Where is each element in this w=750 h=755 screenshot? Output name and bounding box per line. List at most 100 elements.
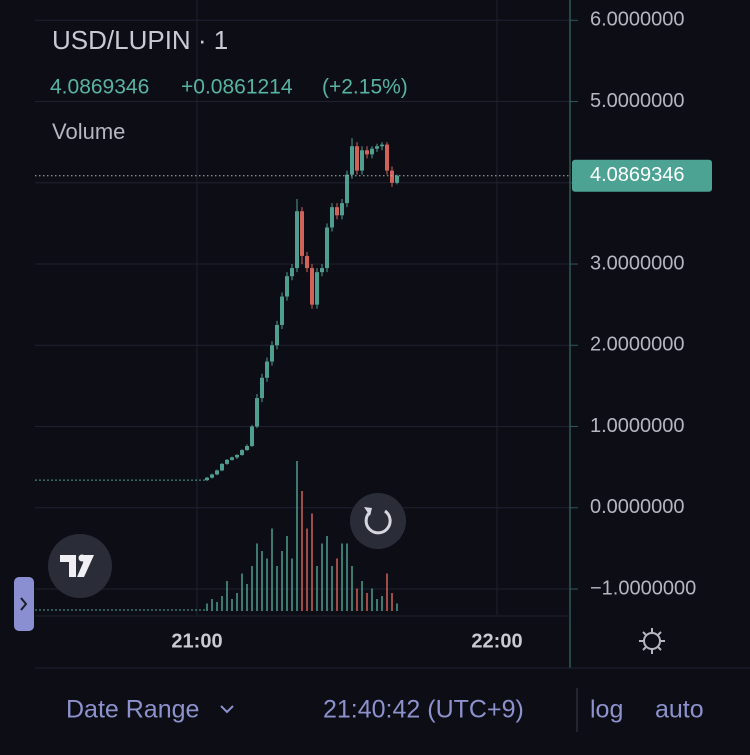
- date-range[interactable]: Date Range: [66, 696, 199, 724]
- volume-bar: [356, 588, 358, 611]
- candle-body: [310, 268, 314, 305]
- volume-bar: [226, 581, 228, 611]
- candle-body: [330, 207, 334, 228]
- symbol-title: USD/LUPIN · 1: [52, 25, 228, 55]
- last-price: 4.0869346: [50, 76, 149, 99]
- volume-bar: [376, 599, 378, 611]
- volume-bar: [386, 573, 388, 611]
- change-pct: (+2.15%): [322, 76, 408, 99]
- candle-body: [345, 174, 349, 204]
- candle-body: [210, 474, 214, 478]
- reset-button[interactable]: [350, 493, 406, 549]
- x-tick-label: 21:00: [171, 630, 222, 652]
- volume-bar: [271, 528, 273, 611]
- volume-bar: [361, 581, 363, 611]
- volume-bar: [256, 543, 258, 611]
- volume-bar: [246, 584, 248, 611]
- volume-bar: [286, 536, 288, 611]
- candle-body: [235, 454, 239, 458]
- auto-toggle[interactable]: auto: [655, 696, 704, 724]
- candle-body: [365, 150, 369, 155]
- side-tab-chevron: [20, 597, 28, 611]
- clock: 21:40:42 (UTC+9): [323, 696, 524, 724]
- candle-body: [240, 450, 244, 455]
- candle-body: [295, 211, 299, 269]
- volume-bar: [346, 543, 348, 611]
- volume-bar: [251, 566, 253, 611]
- volume-bar: [371, 588, 373, 611]
- volume-bar: [266, 558, 268, 611]
- date-range-chevron[interactable]: [220, 705, 234, 714]
- change: +0.0861214: [181, 76, 293, 99]
- logo: [48, 534, 112, 598]
- reset-icon: [364, 509, 392, 535]
- candle-body: [270, 345, 274, 362]
- candle-body: [380, 144, 384, 147]
- reset-bg[interactable]: [350, 493, 406, 549]
- candle-body: [265, 361, 269, 378]
- gear-teeth: [639, 628, 665, 654]
- y-tick-label: 5.0000000: [590, 90, 685, 112]
- candle-body: [255, 398, 259, 427]
- candle-body: [360, 150, 364, 171]
- volume-bar: [306, 528, 308, 611]
- volume-bar: [261, 551, 263, 611]
- candle-body: [320, 268, 324, 273]
- candle-body: [350, 146, 354, 175]
- volume-bar: [281, 551, 283, 611]
- volume-bar: [311, 513, 313, 611]
- volume-bar: [236, 593, 238, 611]
- volume-bar: [326, 536, 328, 611]
- volume-bar: [396, 603, 398, 611]
- log-toggle[interactable]: log: [590, 696, 623, 724]
- y-tick-label: 3.0000000: [590, 252, 685, 274]
- candle-body: [205, 477, 209, 481]
- candle-body: [280, 296, 284, 325]
- volume-bar: [231, 599, 233, 611]
- volume-label: Volume: [52, 119, 125, 144]
- candle-body: [230, 457, 234, 460]
- last-price-label: 4.0869346: [590, 164, 685, 186]
- volume-bar: [301, 491, 303, 611]
- volume-bar: [341, 543, 343, 611]
- candle-body: [385, 144, 389, 171]
- candle-body: [395, 175, 399, 183]
- reset-arrow: [364, 507, 372, 516]
- candle-body: [275, 324, 279, 346]
- last-price-box: [572, 159, 712, 192]
- candle-body: [285, 276, 289, 297]
- candle-body: [220, 463, 224, 471]
- y-tick-label: 0.0000000: [590, 496, 685, 518]
- volume-bar: [321, 543, 323, 611]
- volume-bar: [291, 558, 293, 611]
- volume-bar: [276, 566, 278, 611]
- volume-bar: [391, 593, 393, 611]
- x-tick-label: 22:00: [471, 630, 522, 652]
- volume-bar: [216, 602, 218, 611]
- volume-bar: [241, 573, 243, 611]
- volume-bar: [381, 596, 383, 611]
- candle-body: [340, 203, 344, 216]
- settings[interactable]: [639, 628, 665, 654]
- candle-body: [215, 470, 219, 475]
- candle-body: [375, 146, 379, 149]
- volume-bar: [336, 558, 338, 611]
- volume-bar: [331, 566, 333, 611]
- candle-body: [305, 255, 309, 269]
- marks: [35, 138, 570, 611]
- y-tick-label: 1.0000000: [590, 415, 685, 437]
- candle-body: [300, 211, 304, 256]
- y-tick-label: 6.0000000: [590, 9, 685, 31]
- candle-body: [355, 146, 359, 171]
- logo-mark: [60, 555, 94, 577]
- volume-bar: [221, 596, 223, 611]
- side-tab-bg[interactable]: [14, 577, 34, 631]
- candle-body: [315, 272, 319, 305]
- candle-body: [370, 148, 374, 155]
- candle-body: [335, 207, 339, 216]
- side-tab[interactable]: [14, 577, 34, 631]
- volume-bar: [351, 566, 353, 611]
- candle-body: [325, 227, 329, 269]
- candle-body: [290, 268, 294, 277]
